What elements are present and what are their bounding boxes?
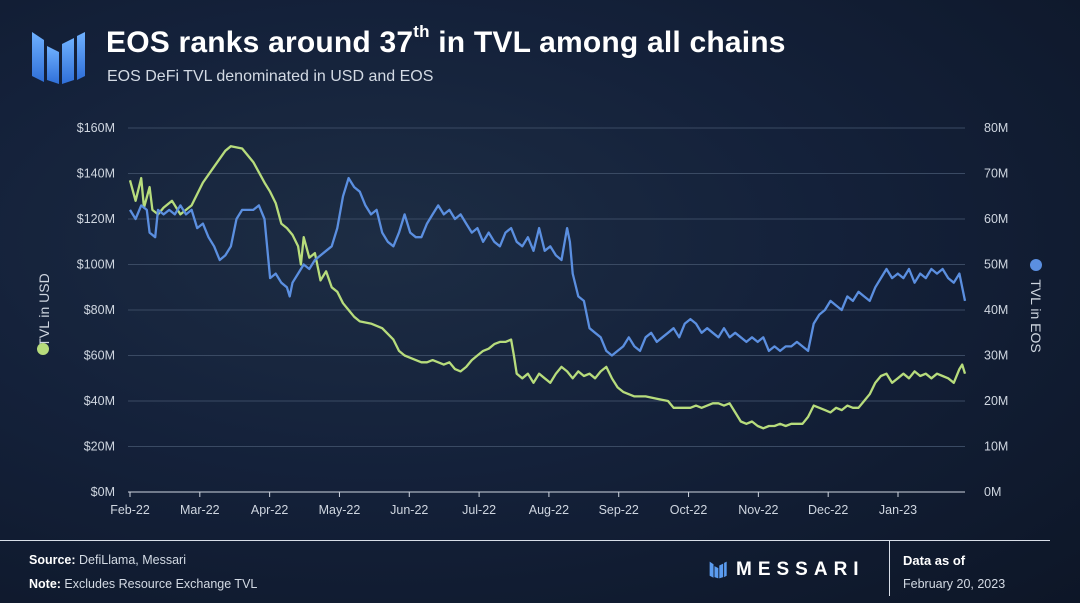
left-tick-label: $0M xyxy=(91,485,115,499)
left-tick-label: $160M xyxy=(77,121,115,135)
usd-series-line xyxy=(128,145,967,430)
left-tick-label: $40M xyxy=(84,394,115,408)
data-as-of-label: Data as of xyxy=(903,553,966,568)
x-tick-label: May-22 xyxy=(319,503,361,517)
left-tick-label: $80M xyxy=(84,303,115,317)
source-note: Source: DefiLlama, Messari xyxy=(29,553,186,567)
right-tick-label: 70M xyxy=(984,167,1008,181)
x-tick-label: Aug-22 xyxy=(529,503,569,517)
right-tick-label: 60M xyxy=(984,212,1008,226)
left-tick-label: $140M xyxy=(77,167,115,181)
right-tick-label: 40M xyxy=(984,303,1008,317)
eos-legend-dot xyxy=(1030,259,1042,271)
right-tick-label: 20M xyxy=(984,394,1008,408)
x-tick-label: Jun-22 xyxy=(390,503,428,517)
x-tick-label: Jul-22 xyxy=(462,503,496,517)
chart: $0M $20M $40M $60M $80M $100M $120M $140M $160M 0… xyxy=(36,121,1044,517)
exclusion-note: Note: Excludes Resource Exchange TVL xyxy=(29,577,258,591)
right-tick-label: 30M xyxy=(984,349,1008,363)
x-tick-label: Nov-22 xyxy=(738,503,778,517)
messari-brand: MESSARI xyxy=(708,558,865,582)
chart-title: EOS ranks around 37th in TVL among all c… xyxy=(106,22,786,59)
left-tick-label: $20M xyxy=(84,440,115,454)
x-tick-label: Mar-22 xyxy=(180,503,220,517)
x-tick-label: Dec-22 xyxy=(808,503,848,517)
eos-series-line xyxy=(129,176,967,357)
left-tick-label: $120M xyxy=(77,212,115,226)
left-tick-label: $100M xyxy=(77,258,115,272)
x-tick-label: Feb-22 xyxy=(110,503,150,517)
brand-wordmark: MESSARI xyxy=(736,559,865,580)
right-tick-label: 0M xyxy=(984,485,1001,499)
x-tick-label: Sep-22 xyxy=(599,503,639,517)
right-tick-label: 50M xyxy=(984,258,1008,272)
right-tick-label: 80M xyxy=(984,121,1008,135)
left-tick-label: $60M xyxy=(84,349,115,363)
left-axis-title: TVL in USD xyxy=(36,273,52,346)
footer-divider xyxy=(0,540,1050,541)
x-tick-label: Oct-22 xyxy=(670,503,708,517)
data-as-of-date: February 20, 2023 xyxy=(903,577,1006,591)
right-axis-title: TVL in EOS xyxy=(1028,279,1044,352)
usd-legend-dot xyxy=(37,343,49,355)
footer-vertical-divider xyxy=(889,540,890,596)
x-tick-label: Apr-22 xyxy=(251,503,289,517)
x-tick-label: Jan-23 xyxy=(879,503,917,517)
messari-logo-icon xyxy=(32,32,85,84)
chart-subtitle: EOS DeFi TVL denominated in USD and EOS xyxy=(107,68,434,85)
messari-brand-icon xyxy=(709,561,727,579)
right-tick-label: 10M xyxy=(984,440,1008,454)
